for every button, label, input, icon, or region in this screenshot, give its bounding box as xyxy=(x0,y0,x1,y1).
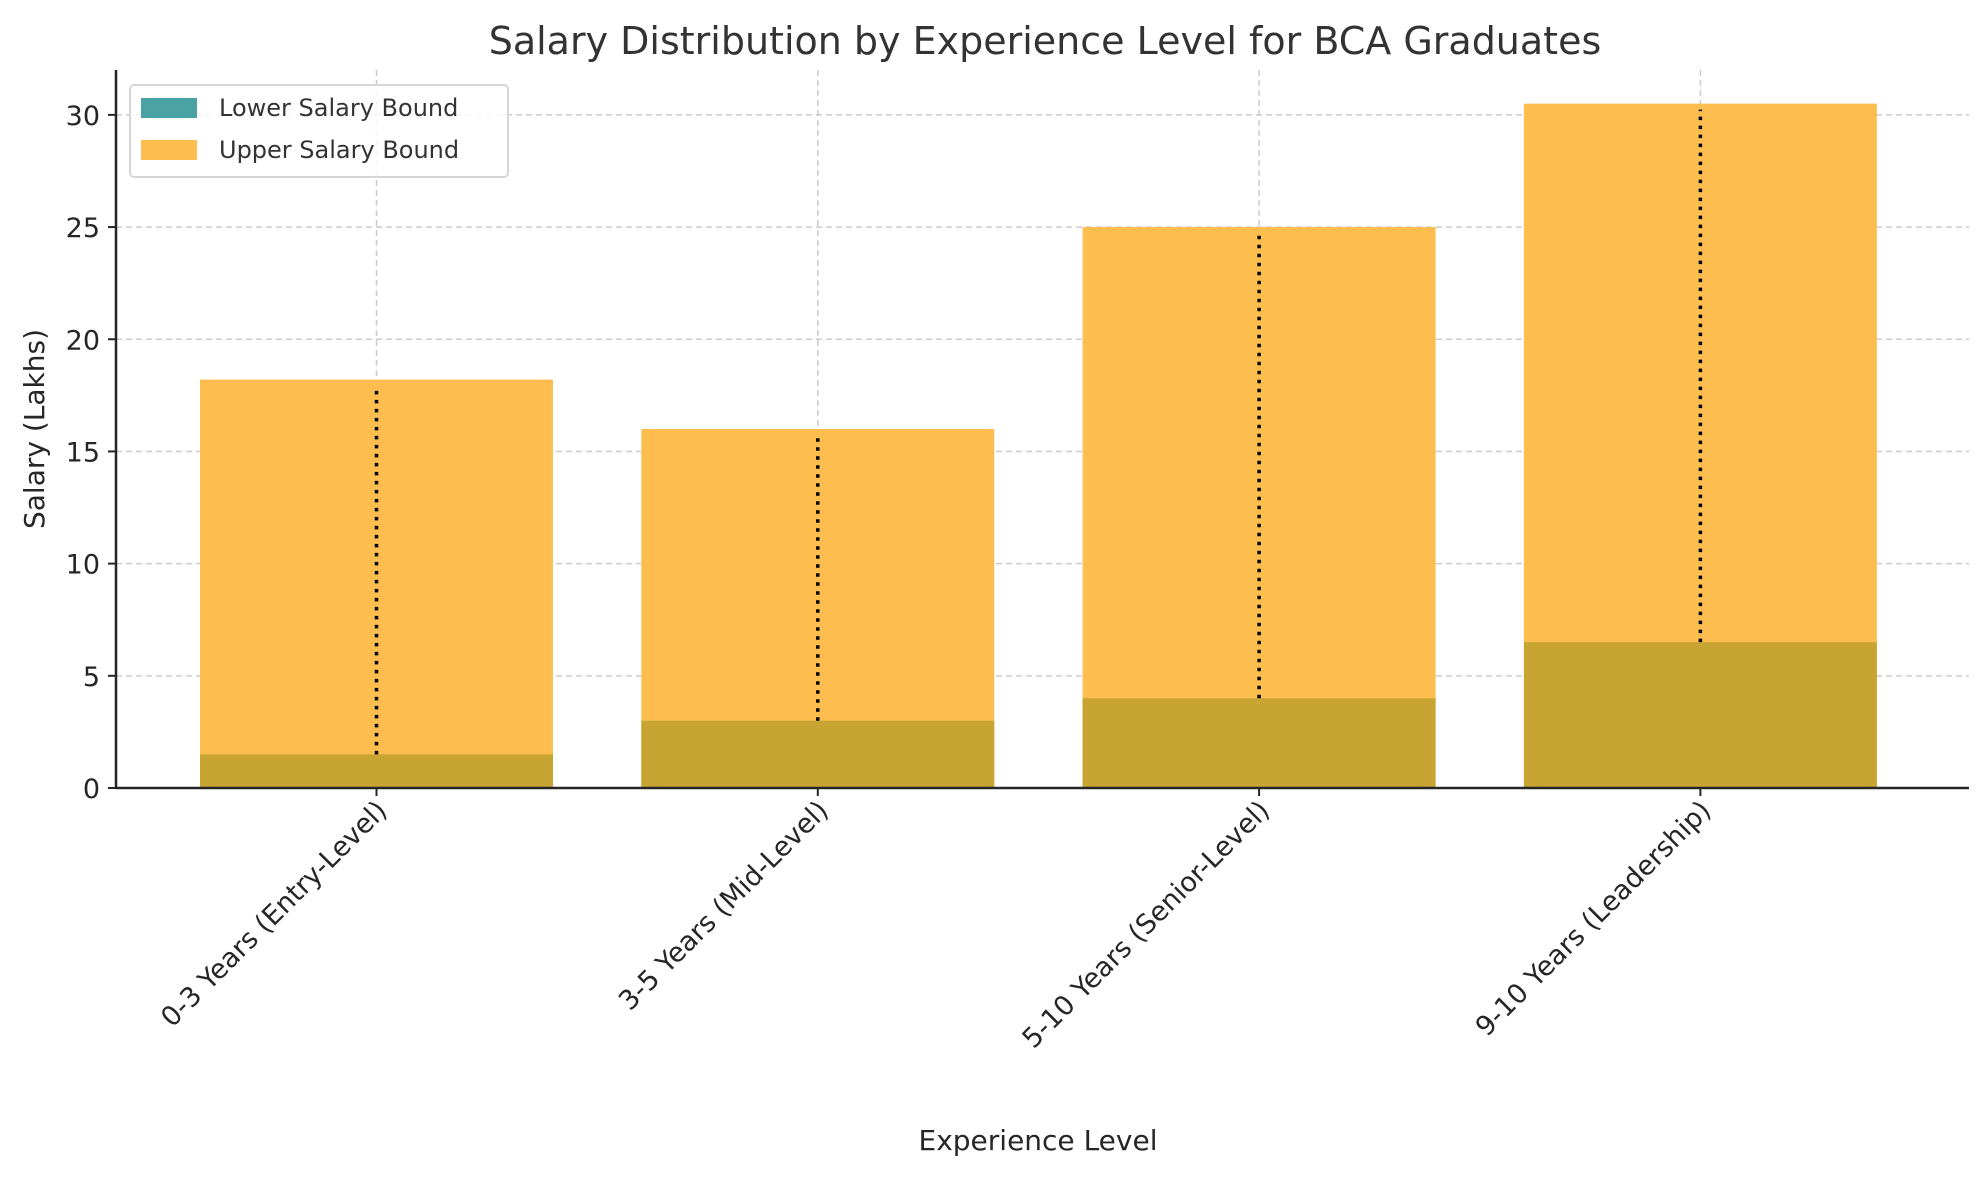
legend-label-upper: Upper Salary Bound xyxy=(219,136,459,164)
x-tick-label: 9-10 Years (Leadership) xyxy=(1470,795,1718,1043)
y-tick-label: 20 xyxy=(66,325,100,356)
x-tick-label: 5-10 Years (Senior-Level) xyxy=(1017,795,1277,1055)
x-tick-label: 3-5 Years (Mid-Level) xyxy=(613,795,835,1017)
range-lines xyxy=(374,109,1703,755)
y-tick-label: 5 xyxy=(83,662,100,693)
y-ticks: 0 5 10 15 20 25 30 xyxy=(66,101,116,805)
y-tick-label: 15 xyxy=(66,437,100,468)
x-ticks: 0-3 Years (Entry-Level) 3-5 Years (Mid-Le… xyxy=(155,788,1717,1055)
axes xyxy=(114,70,1969,790)
legend-swatch-lower xyxy=(141,98,197,118)
y-axis-label: Salary (Lakhs) xyxy=(18,329,51,529)
legend: Lower Salary Bound Upper Salary Bound xyxy=(129,84,509,178)
bar-lower-bound xyxy=(1523,642,1877,788)
bar-lower-bound xyxy=(1082,698,1436,788)
legend-box xyxy=(129,84,509,178)
y-tick-label: 25 xyxy=(66,213,100,244)
y-tick-label: 10 xyxy=(66,550,100,581)
y-tick-label: 30 xyxy=(66,101,100,132)
x-axis-label: Experience Level xyxy=(919,1124,1158,1157)
legend-label-lower: Lower Salary Bound xyxy=(219,94,458,122)
x-tick-label: 0-3 Years (Entry-Level) xyxy=(155,795,393,1033)
bar-lower-bound xyxy=(641,720,995,788)
legend-swatch-upper xyxy=(141,140,197,160)
chart-title: Salary Distribution by Experience Level … xyxy=(489,19,1602,63)
lower-bound-bars xyxy=(200,642,1877,788)
y-tick-label: 0 xyxy=(83,774,100,805)
bar-lower-bound xyxy=(200,754,553,788)
